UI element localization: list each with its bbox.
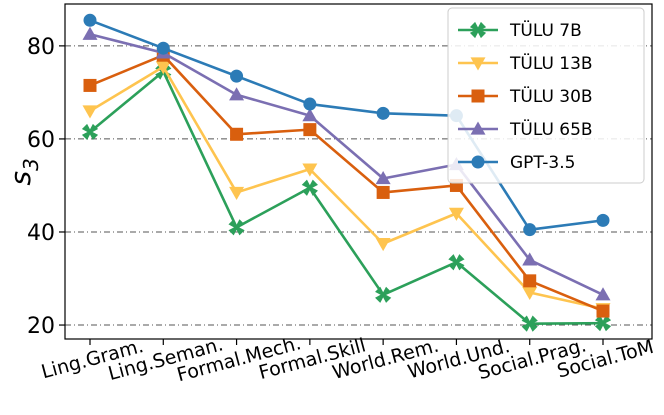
data-point	[156, 41, 170, 55]
data-point	[229, 186, 245, 200]
data-point	[522, 286, 538, 300]
data-point	[375, 286, 392, 303]
series-lines	[81, 13, 612, 332]
data-point	[82, 26, 98, 40]
data-point	[522, 252, 538, 266]
legend-marker	[471, 155, 485, 169]
data-point	[155, 61, 171, 75]
y-tick-label: 40	[27, 221, 55, 246]
series-line	[89, 65, 604, 311]
y-tick-label: 60	[27, 128, 55, 153]
data-point	[302, 108, 318, 122]
plot-frame	[64, 3, 653, 340]
data-point	[230, 127, 244, 141]
y-axis-label-main: s	[4, 171, 37, 186]
data-point	[376, 185, 390, 199]
y-axis-label: s3	[4, 158, 43, 185]
legend-item: TÜLU 30B	[458, 85, 593, 107]
data-point	[523, 274, 537, 288]
data-point	[81, 123, 99, 141]
series-line	[89, 53, 604, 313]
legend-item: TÜLU 65B	[458, 118, 593, 140]
data-point	[596, 304, 610, 318]
legend-item: GPT-3.5	[458, 153, 575, 173]
data-point	[594, 315, 612, 332]
data-point	[82, 105, 98, 119]
series-t-lu-65b	[82, 26, 611, 301]
data-point	[83, 78, 97, 92]
legend-box	[447, 7, 645, 184]
legend-marker	[469, 21, 487, 39]
legend-label: TÜLU 30B	[509, 85, 593, 107]
series-t-lu-7b	[81, 63, 612, 332]
data-point	[230, 69, 244, 83]
y-tick-label: 80	[27, 35, 55, 60]
legend-label: TÜLU 13B	[509, 52, 593, 74]
legend-item: TÜLU 7B	[458, 19, 582, 41]
series-line	[89, 70, 604, 325]
data-point	[521, 315, 538, 332]
data-point	[596, 213, 610, 227]
series-line	[89, 32, 604, 296]
legend-label: GPT-3.5	[510, 153, 575, 173]
legend-marker	[470, 121, 486, 135]
data-point	[376, 106, 390, 120]
data-point	[302, 163, 318, 177]
data-point	[375, 170, 391, 185]
data-point	[301, 179, 318, 196]
legend-item: TÜLU 13B	[458, 52, 593, 74]
data-point	[448, 207, 464, 221]
y-axis-label-subscript: 3	[19, 158, 43, 171]
legend: TÜLU 7B TÜLU 13B TÜLU 30B TÜLU 65B GPT-3.5	[447, 7, 645, 184]
legend-marker	[470, 57, 486, 71]
data-point	[229, 87, 245, 101]
data-point	[595, 287, 611, 301]
data-point	[83, 13, 97, 27]
data-point	[303, 97, 317, 111]
data-point	[228, 219, 245, 236]
y-tick-label: 20	[27, 314, 55, 339]
legend-label: TÜLU 65B	[509, 118, 593, 140]
data-point	[523, 223, 537, 237]
legend-marker	[471, 89, 485, 103]
series-line	[89, 19, 604, 231]
data-point	[375, 237, 391, 252]
data-point	[303, 123, 317, 137]
data-point	[448, 254, 465, 271]
legend-label: TÜLU 7B	[509, 19, 582, 41]
